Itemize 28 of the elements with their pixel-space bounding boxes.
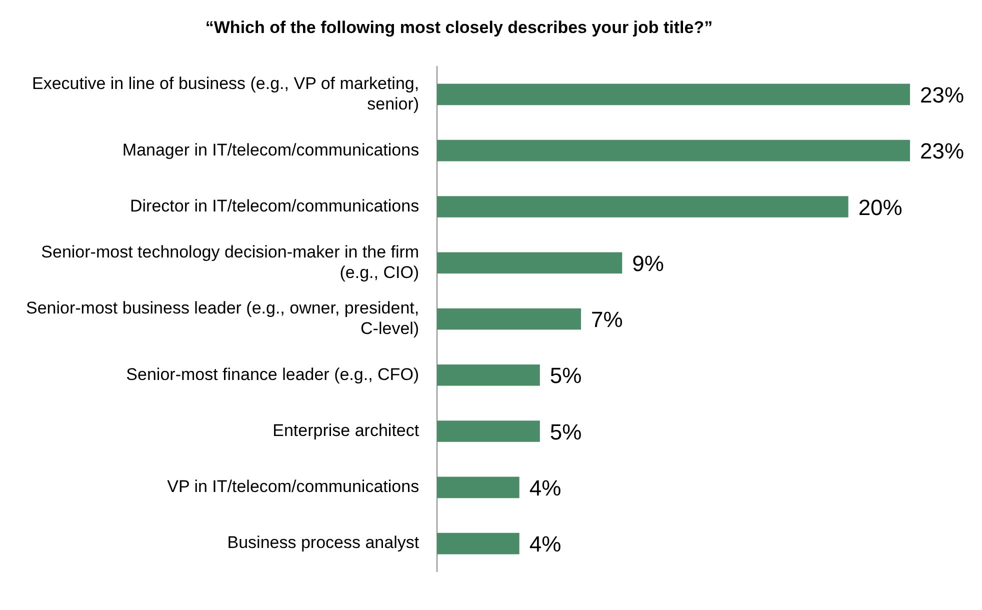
- bar: [437, 532, 520, 554]
- y-tick-label: Senior-most finance leader (e.g., CFO): [126, 364, 420, 384]
- data-label: 5%: [550, 419, 582, 444]
- y-tick-label: Senior-most business leader (e.g., owner, president, C-level): [26, 298, 420, 338]
- y-tick-label: Executive in line of business (e.g., VP of marketing, senior): [32, 74, 420, 114]
- y-tick-label: Manager in IT/telecom/communications: [122, 140, 420, 160]
- bar: [437, 476, 520, 498]
- bar: [437, 252, 622, 274]
- data-label: 4%: [529, 475, 562, 500]
- bar: [437, 364, 540, 386]
- y-tick-label: Business process analyst: [227, 533, 420, 552]
- bar: [437, 196, 848, 218]
- data-label: 20%: [858, 194, 902, 220]
- bar: [437, 308, 582, 330]
- data-label: 4%: [529, 532, 562, 557]
- bar: [437, 84, 910, 106]
- data-label: 5%: [550, 363, 582, 388]
- data-label: 23%: [920, 82, 964, 108]
- bar: [437, 140, 910, 162]
- y-tick-label: VP in IT/telecom/communications: [167, 477, 420, 496]
- chart-title: “Which of the following most closely describes your job title?”: [205, 18, 713, 37]
- y-tick-label: Enterprise architect: [272, 420, 420, 440]
- data-label: 23%: [920, 138, 964, 164]
- data-label: 9%: [632, 250, 664, 276]
- bar: [437, 420, 540, 442]
- data-label: 7%: [591, 307, 623, 332]
- y-tick-label: Senior-most technology decision-maker in the firm (e.g., CIO): [41, 242, 420, 282]
- y-tick-label: Director in IT/telecom/communications: [130, 196, 420, 216]
